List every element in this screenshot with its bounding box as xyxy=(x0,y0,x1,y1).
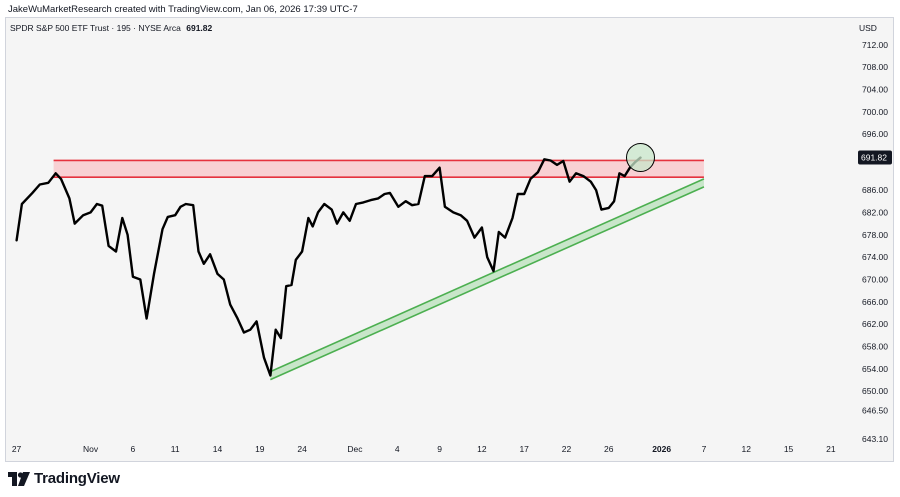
support-trendline-lower[interactable] xyxy=(270,186,705,381)
x-axis-tick-label: 22 xyxy=(562,444,572,454)
x-axis-tick-label: 12 xyxy=(477,444,487,454)
x-axis-tick-label: 24 xyxy=(297,444,307,454)
y-axis-tick-label: 682.00 xyxy=(862,207,888,217)
y-axis-tick-label: 646.50 xyxy=(862,406,888,416)
tradingview-logo-icon xyxy=(8,471,30,486)
brand-name: TradingView xyxy=(34,470,120,487)
x-axis-tick-label: 4 xyxy=(395,444,400,454)
y-axis-tick-label: 686.00 xyxy=(862,185,888,195)
y-axis-tick-label: 643.10 xyxy=(862,434,888,444)
y-axis-tick-label: 678.00 xyxy=(862,230,888,240)
x-axis-tick-label: 2026 xyxy=(652,444,671,454)
x-axis-tick-label: 27 xyxy=(12,444,22,454)
last-price: 691.82 xyxy=(186,23,213,33)
symbol-description: SPDR S&P 500 ETF Trust · 195 · NYSE Arca xyxy=(10,23,181,33)
x-axis-tick-label: Dec xyxy=(347,444,363,454)
x-axis-tick-label: 17 xyxy=(519,444,529,454)
tradingview-footer: TradingView xyxy=(8,470,120,487)
y-axis-tick-label: 708.00 xyxy=(862,62,888,72)
price-series-line[interactable] xyxy=(15,156,642,377)
y-axis-tick-label: 712.00 xyxy=(862,40,888,50)
x-axis-tick-label: 26 xyxy=(604,444,614,454)
y-axis-tick-label: 650.00 xyxy=(862,386,888,396)
current-price-label: 691.82 xyxy=(861,153,887,163)
y-axis-tick-label: 654.00 xyxy=(862,364,888,374)
y-axis-tick-label: 666.00 xyxy=(862,297,888,307)
x-axis-tick-label: 19 xyxy=(255,444,265,454)
y-axis-tick-label: 674.00 xyxy=(862,252,888,262)
x-axis-tick-label: 12 xyxy=(742,444,752,454)
support-channel-fill[interactable] xyxy=(270,178,704,380)
y-axis-tick-label: 658.00 xyxy=(862,341,888,351)
x-axis-tick-label: 6 xyxy=(131,444,136,454)
chart-pane[interactable] xyxy=(5,17,894,462)
symbol-legend[interactable]: SPDR S&P 500 ETF Trust · 195 · NYSE Arca… xyxy=(10,23,212,33)
x-axis-tick-label: 7 xyxy=(702,444,707,454)
current-price-badge xyxy=(858,150,892,165)
resistance-zone-fill[interactable] xyxy=(53,160,704,178)
x-axis-tick-label: 15 xyxy=(784,444,794,454)
support-trendline-upper[interactable] xyxy=(270,178,705,373)
x-axis-tick-label: Nov xyxy=(83,444,99,454)
y-axis-tick-label: 700.00 xyxy=(862,107,888,117)
x-axis-tick-label: 21 xyxy=(826,444,836,454)
currency-label[interactable]: USD xyxy=(859,23,877,33)
y-axis-tick-label: 670.00 xyxy=(862,274,888,284)
y-axis-tick-label: 696.00 xyxy=(862,129,888,139)
x-axis-tick-label: 14 xyxy=(213,444,223,454)
y-axis-tick-label: 662.00 xyxy=(862,319,888,329)
x-axis-tick-label: 11 xyxy=(171,444,180,454)
y-axis-tick-label: 704.00 xyxy=(862,85,888,95)
highlight-circle[interactable] xyxy=(626,143,655,173)
chart-attribution: JakeWuMarketResearch created with Tradin… xyxy=(8,4,358,15)
x-axis-tick-label: 9 xyxy=(437,444,442,454)
